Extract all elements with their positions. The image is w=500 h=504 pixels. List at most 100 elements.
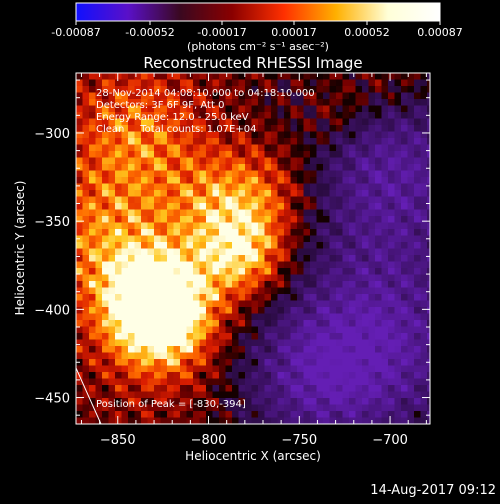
heatmap-cell (108, 333, 116, 341)
heatmap-cell (342, 346, 350, 354)
heatmap-cell (401, 216, 409, 224)
heatmap-cell (147, 222, 155, 230)
heatmap-cell (375, 222, 383, 230)
heatmap-cell (76, 326, 84, 334)
heatmap-cell (76, 118, 84, 126)
heatmap-cell (95, 268, 103, 276)
heatmap-cell (173, 170, 181, 178)
heatmap-cell (245, 320, 253, 328)
heatmap-cell (277, 359, 285, 367)
heatmap-cell (141, 73, 149, 81)
heatmap-cell (264, 242, 272, 250)
heatmap-cell (102, 131, 110, 139)
y-tick-label: −350 (34, 215, 70, 230)
heatmap-cell (76, 229, 84, 237)
heatmap-cell (368, 229, 376, 237)
heatmap-cell (147, 372, 155, 380)
heatmap-cell (82, 118, 90, 126)
heatmap-cell (134, 313, 142, 321)
heatmap-cell (167, 274, 175, 282)
heatmap-cell (271, 105, 279, 113)
heatmap-cell (219, 313, 227, 321)
heatmap-cell (89, 138, 97, 146)
heatmap-cell (316, 378, 324, 386)
heatmap-cell (134, 79, 142, 87)
heatmap-cell (362, 177, 370, 185)
heatmap-cell (297, 190, 305, 198)
heatmap-cell (160, 352, 168, 360)
heatmap-cell (284, 365, 292, 373)
heatmap-cell (219, 352, 227, 360)
heatmap-cell (427, 131, 430, 139)
heatmap-cell (160, 118, 168, 126)
heatmap-cell (193, 248, 201, 256)
heatmap-cell (154, 261, 162, 269)
heatmap-cell (316, 300, 324, 308)
heatmap-cell (128, 261, 136, 269)
heatmap-cell (297, 300, 305, 308)
heatmap-cell (206, 222, 214, 230)
heatmap-cell (264, 164, 272, 172)
heatmap-cell (401, 151, 409, 159)
heatmap-cell (173, 274, 181, 282)
heatmap-cell (375, 242, 383, 250)
heatmap-cell (89, 248, 97, 256)
heatmap-cell (310, 222, 318, 230)
heatmap-cell (284, 398, 292, 406)
heatmap-cell (225, 300, 233, 308)
heatmap-cell (219, 73, 227, 81)
heatmap-cell (108, 398, 116, 406)
heatmap-cell (245, 138, 253, 146)
heatmap-cell (303, 281, 311, 289)
heatmap-cell (323, 138, 331, 146)
heatmap-cell (180, 385, 188, 393)
heatmap-cell (160, 378, 168, 386)
heatmap-cell (251, 391, 259, 399)
heatmap-cell (388, 365, 396, 373)
heatmap-cell (232, 352, 240, 360)
heatmap-cell (414, 385, 422, 393)
heatmap-cell (115, 294, 123, 302)
heatmap-cell (336, 287, 344, 295)
heatmap-cell (407, 138, 415, 146)
heatmap-cell (310, 294, 318, 302)
heatmap-cell (401, 346, 409, 354)
heatmap-cell (160, 404, 168, 412)
heatmap-cell (134, 365, 142, 373)
heatmap-cell (420, 261, 428, 269)
heatmap-cell (271, 417, 279, 424)
heatmap-cell (394, 313, 402, 321)
heatmap-cell (245, 112, 253, 120)
heatmap-cell (115, 385, 123, 393)
heatmap-cell (238, 398, 246, 406)
heatmap-cell (141, 157, 149, 165)
heatmap-cell (193, 268, 201, 276)
heatmap-cell (394, 151, 402, 159)
heatmap-cell (180, 352, 188, 360)
heatmap-cell (238, 73, 246, 81)
heatmap-cell (121, 294, 129, 302)
heatmap-cell (407, 391, 415, 399)
heatmap-cell (180, 190, 188, 198)
heatmap-cell (316, 411, 324, 419)
heatmap-cell (154, 372, 162, 380)
heatmap-cell (108, 177, 116, 185)
heatmap-cell (95, 157, 103, 165)
heatmap-cell (173, 144, 181, 152)
heatmap-cell (147, 294, 155, 302)
heatmap-cell (76, 79, 84, 87)
heatmap-cell (89, 196, 97, 204)
heatmap-cell (232, 144, 240, 152)
heatmap-cell (290, 404, 298, 412)
heatmap-cell (147, 417, 155, 424)
heatmap-cell (277, 411, 285, 419)
heatmap-cell (316, 118, 324, 126)
heatmap-cell (206, 326, 214, 334)
heatmap-cell (375, 307, 383, 315)
heatmap-cell (316, 372, 324, 380)
heatmap-cell (381, 164, 389, 172)
heatmap-cell (186, 222, 194, 230)
heatmap-cell (121, 196, 129, 204)
heatmap-cell (193, 300, 201, 308)
heatmap-cell (310, 287, 318, 295)
